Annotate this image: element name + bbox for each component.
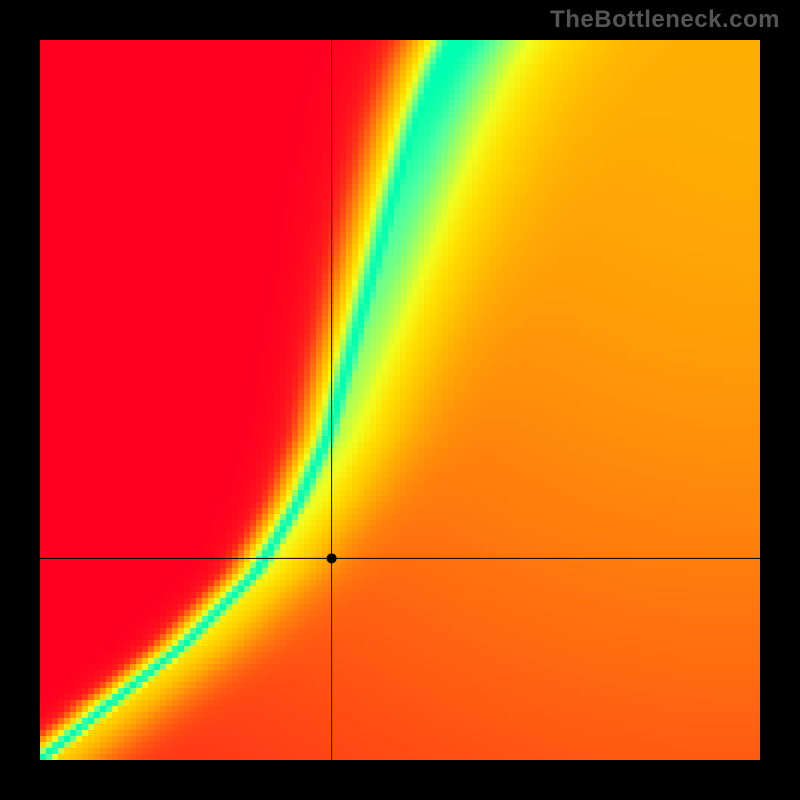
chart-container: TheBottleneck.com xyxy=(0,0,800,800)
watermark-label: TheBottleneck.com xyxy=(550,6,780,34)
bottleneck-heatmap xyxy=(0,0,800,800)
